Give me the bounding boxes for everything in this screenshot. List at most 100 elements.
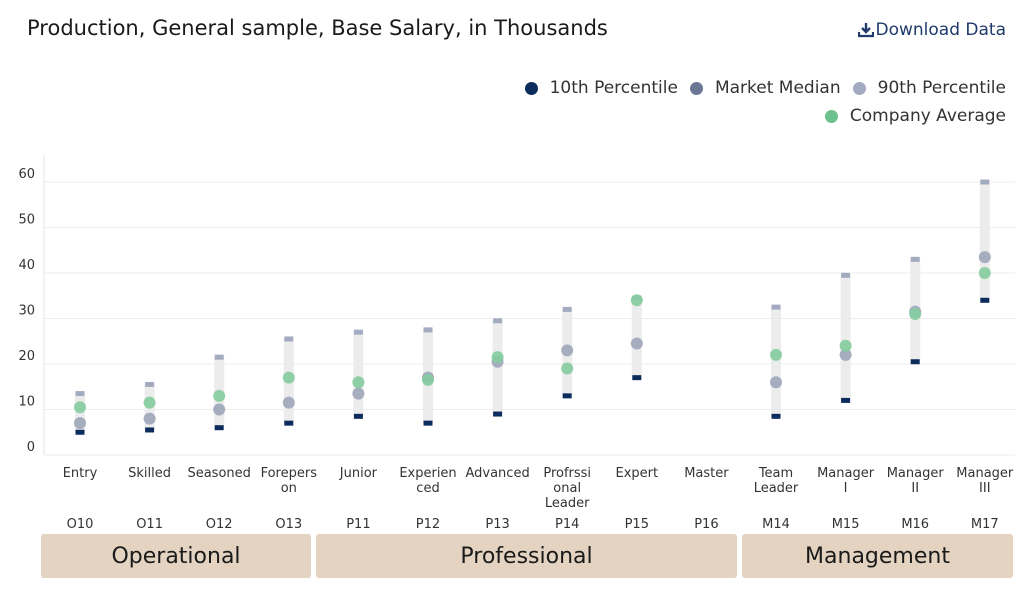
x-tick-label-7-2: Leader <box>545 496 590 511</box>
level-code-0: O10 <box>67 517 94 532</box>
median-point-3 <box>282 396 295 409</box>
company-avg-point-6 <box>491 351 504 364</box>
p10-mark-12 <box>910 359 920 365</box>
p90-mark-13 <box>980 179 990 185</box>
x-tick-label-6-0: Advanced <box>465 466 529 481</box>
legend-marker-90th-percentile <box>852 81 866 95</box>
x-tick-label-5-0: Experien <box>399 466 456 481</box>
band-professional: Professional <box>316 534 737 578</box>
x-tick-label-3-1: on <box>281 481 297 496</box>
legend-row-2: Company Average <box>486 102 1006 130</box>
x-tick-label-12-1: II <box>911 481 919 496</box>
median-point-4 <box>352 387 365 400</box>
p90-mark-11 <box>841 272 851 278</box>
x-tick-label-5-1: ced <box>416 481 439 496</box>
level-code-11: M15 <box>832 517 860 532</box>
band-professional-label: Professional <box>460 543 593 569</box>
p10-mark-6 <box>493 411 503 417</box>
legend-item-90th-percentile[interactable]: 90th Percentile <box>852 78 1006 98</box>
x-tick-label-4-0: Junior <box>339 466 378 481</box>
company-avg-point-10 <box>770 348 782 361</box>
band-management: Management <box>742 534 1013 578</box>
company-avg-point-2 <box>213 389 226 402</box>
p10-mark-10 <box>771 413 781 419</box>
median-point-10 <box>770 376 782 389</box>
median-point-8 <box>630 337 643 350</box>
level-code-6: P13 <box>485 517 509 532</box>
company-avg-point-12 <box>909 307 922 320</box>
p90-mark-3 <box>284 336 294 342</box>
company-avg-point-1 <box>143 396 156 409</box>
median-point-1 <box>143 412 156 425</box>
level-code-10: M14 <box>762 517 790 532</box>
level-code-2: O12 <box>206 517 233 532</box>
x-tick-label-7-0: Profrssi <box>543 466 591 481</box>
p90-mark-2 <box>214 354 224 360</box>
company-avg-point-8 <box>630 294 643 307</box>
p10-mark-13 <box>980 297 990 303</box>
range-bar-4 <box>353 332 364 417</box>
median-point-2 <box>213 403 226 416</box>
x-tick-label-13-1: III <box>979 481 991 496</box>
x-tick-label-8-0: Expert <box>615 466 658 481</box>
x-tick-label-13-0: Manager <box>956 466 1014 481</box>
x-tick-label-9-0: Master <box>684 466 729 481</box>
p90-mark-7 <box>562 306 572 312</box>
x-tick-label-0-0: Entry <box>63 466 98 481</box>
p90-mark-12 <box>910 256 920 262</box>
p10-mark-4 <box>353 413 363 419</box>
x-tick-label-3-0: Forepers <box>261 466 318 481</box>
p90-mark-6 <box>493 318 503 324</box>
p10-mark-8 <box>632 375 642 381</box>
x-tick-label-2-0: Seasoned <box>187 466 250 481</box>
p10-mark-0 <box>75 429 85 435</box>
p90-mark-1 <box>145 381 155 387</box>
y-tick-label-20: 20 <box>18 349 35 364</box>
p10-mark-1 <box>145 427 155 433</box>
level-code-9: P16 <box>694 517 718 532</box>
band-operational: Operational <box>41 534 311 578</box>
level-code-7: P14 <box>555 517 579 532</box>
company-avg-point-3 <box>282 371 295 384</box>
legend-label-company-average: Company Average <box>849 106 1006 126</box>
p90-mark-0 <box>75 391 85 397</box>
level-code-3: O13 <box>275 517 302 532</box>
level-code-8: P15 <box>625 517 649 532</box>
x-tick-label-10-1: Leader <box>754 481 799 496</box>
y-tick-label-60: 60 <box>18 167 35 182</box>
company-avg-point-5 <box>422 373 434 386</box>
legend-item-10th-percentile[interactable]: 10th Percentile <box>524 78 678 98</box>
legend-marker-company-average <box>824 109 838 123</box>
legend-marker-market-median <box>689 81 703 95</box>
level-code-12: M16 <box>901 517 929 532</box>
level-code-5: P12 <box>416 517 440 532</box>
median-point-13 <box>978 251 991 264</box>
x-tick-label-10-0: Team <box>758 466 793 481</box>
band-management-label: Management <box>805 543 950 569</box>
y-tick-label-40: 40 <box>18 258 35 273</box>
company-avg-point-0 <box>74 401 86 414</box>
p10-mark-3 <box>284 420 294 426</box>
p10-mark-11 <box>841 397 851 403</box>
download-icon <box>857 23 874 38</box>
legend-item-company-average[interactable]: Company Average <box>824 106 1006 126</box>
legend-row-1: 10th Percentile Market Median 90th Perce… <box>486 74 1006 102</box>
x-tick-label-7-1: onal <box>553 481 581 496</box>
median-point-7 <box>561 344 574 357</box>
download-data-label: Download Data <box>875 20 1007 40</box>
legend-label-10th-percentile: 10th Percentile <box>549 78 678 98</box>
download-data-button[interactable]: Download Data <box>857 20 1007 40</box>
chart-legend: 10th Percentile Market Median 90th Perce… <box>486 74 1006 130</box>
legend-item-market-median[interactable]: Market Median <box>689 78 841 98</box>
legend-label-90th-percentile: 90th Percentile <box>877 78 1006 98</box>
level-code-13: M17 <box>971 517 999 532</box>
p90-mark-4 <box>353 329 363 335</box>
band-operational-label: Operational <box>111 543 241 569</box>
p90-mark-5 <box>423 327 433 333</box>
range-bar-11 <box>840 275 851 401</box>
p10-mark-7 <box>562 393 572 399</box>
p90-mark-10 <box>771 304 781 310</box>
x-tick-label-12-0: Manager <box>887 466 945 481</box>
legend-marker-10th-percentile <box>524 81 538 95</box>
company-avg-point-7 <box>561 362 574 375</box>
